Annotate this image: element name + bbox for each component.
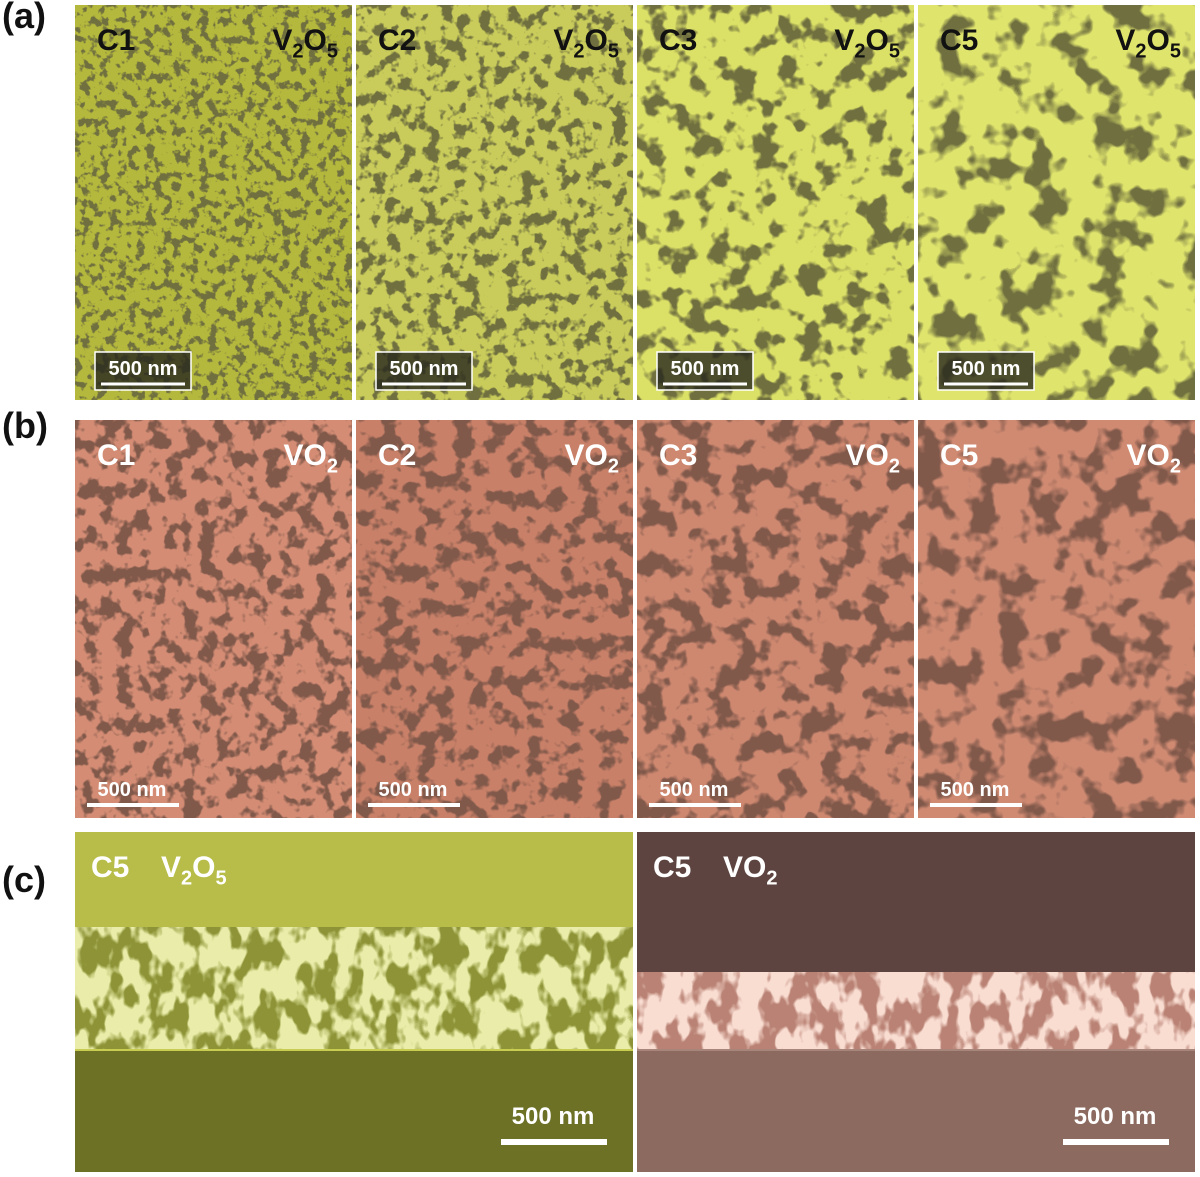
formula-part: VO <box>846 439 889 472</box>
formula-part: 2 <box>181 868 192 890</box>
scale-bar-label: 500 nm <box>98 779 167 801</box>
scale-bar-label: 500 nm <box>941 779 1010 801</box>
formula-part: O <box>866 24 889 57</box>
panel-label: (c) <box>2 859 46 900</box>
formula-part: 5 <box>608 41 619 63</box>
formula-part: 2 <box>766 868 777 890</box>
formula-part: VO <box>1127 439 1170 472</box>
scale-bar-label: 500 nm <box>512 1103 595 1130</box>
sem-image: C5 500 nm <box>637 832 1195 1172</box>
formula-part: 2 <box>889 456 900 478</box>
formula-part: V <box>1115 24 1135 57</box>
formula: V2O5 <box>1115 24 1181 63</box>
formula-part: VO <box>723 851 766 884</box>
panel-label: (a) <box>2 0 46 36</box>
pore-texture <box>356 420 633 818</box>
formula: V2O5 <box>834 24 900 63</box>
sample-label: C3 <box>659 24 697 57</box>
pore-texture <box>75 420 352 818</box>
formula-part: 2 <box>608 456 619 478</box>
formula: VO2 <box>284 439 338 478</box>
formula-part: 5 <box>889 41 900 63</box>
formula-part: 2 <box>1135 41 1146 63</box>
formula: V2O5 <box>161 851 227 890</box>
scale-bar-label: 500 nm <box>379 779 448 801</box>
sample-label: C5 <box>940 439 978 472</box>
formula-part: V <box>834 24 854 57</box>
sem-image: C3 500 nm <box>637 5 914 400</box>
sem-image: C1 500 nm <box>75 5 352 400</box>
formula-part: 5 <box>327 41 338 63</box>
sample-label: C2 <box>378 439 416 472</box>
formula-part: 2 <box>327 456 338 478</box>
formula-part: O <box>304 24 327 57</box>
formula-part: V <box>553 24 573 57</box>
sample-label: C1 <box>97 24 135 57</box>
sample-label: C1 <box>97 439 135 472</box>
sample-label: C3 <box>659 439 697 472</box>
pore-texture <box>637 420 914 818</box>
pore-texture <box>637 5 914 400</box>
scale-bar-label: 500 nm <box>390 358 459 380</box>
formula-part: 5 <box>215 868 226 890</box>
formula: VO2 <box>1127 439 1181 478</box>
sample-label: C5 <box>653 851 691 884</box>
formula-part: 2 <box>854 41 865 63</box>
scale-bar-label: 500 nm <box>671 358 740 380</box>
pore-texture <box>75 5 352 400</box>
scale-bar-label: 500 nm <box>660 779 729 801</box>
formula-part: O <box>585 24 608 57</box>
film-texture <box>75 927 633 1050</box>
substrate <box>637 1050 1195 1172</box>
formula-part: VO <box>284 439 327 472</box>
pore-texture <box>918 420 1195 818</box>
film-texture <box>637 972 1195 1050</box>
sem-image: C5 500 nm <box>918 420 1195 818</box>
formula: V2O5 <box>272 24 338 63</box>
sample-label: C2 <box>378 24 416 57</box>
formula: VO2 <box>565 439 619 478</box>
formula-part: O <box>192 851 215 884</box>
sem-image: C1 500 nm <box>75 420 352 818</box>
formula-part: V <box>161 851 181 884</box>
formula: VO2 <box>846 439 900 478</box>
formula-part: VO <box>565 439 608 472</box>
formula: V2O5 <box>553 24 619 63</box>
formula-part: 5 <box>1170 41 1181 63</box>
formula-part: 2 <box>292 41 303 63</box>
sample-label: C5 <box>940 24 978 57</box>
formula-part: O <box>1147 24 1170 57</box>
sample-label: C5 <box>91 851 129 884</box>
sem-image: C5 500 nm <box>918 5 1195 400</box>
sem-image: C2 500 nm <box>356 420 633 818</box>
pore-texture <box>918 5 1195 400</box>
formula-part: V <box>272 24 292 57</box>
scale-bar-label: 500 nm <box>1074 1103 1157 1130</box>
substrate <box>75 1050 633 1172</box>
formula-part: 2 <box>1170 456 1181 478</box>
sem-image: C3 500 nm <box>637 420 914 818</box>
sem-image: C2 500 nm <box>356 5 633 400</box>
pore-texture <box>356 5 633 400</box>
formula-part: 2 <box>573 41 584 63</box>
sem-image: C5 500 nm <box>75 832 633 1172</box>
formula: VO2 <box>723 851 777 890</box>
scale-bar-label: 500 nm <box>109 358 178 380</box>
panel-label: (b) <box>2 405 48 446</box>
scale-bar-label: 500 nm <box>952 358 1021 380</box>
